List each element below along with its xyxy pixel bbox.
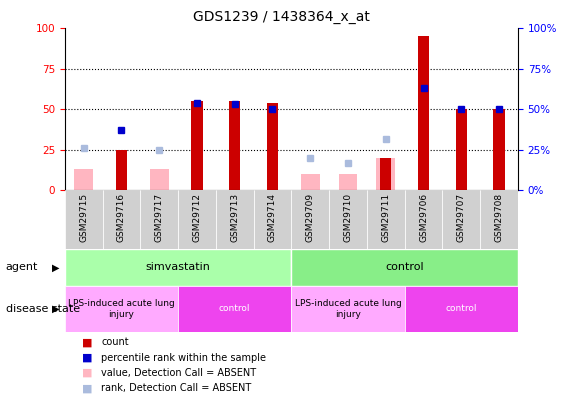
Text: disease state: disease state bbox=[6, 304, 80, 314]
Bar bbox=[455, 109, 467, 190]
Bar bbox=[150, 169, 168, 190]
Text: GSM29717: GSM29717 bbox=[155, 193, 164, 243]
Text: percentile rank within the sample: percentile rank within the sample bbox=[101, 353, 266, 362]
Bar bbox=[102, 190, 140, 249]
Text: ■: ■ bbox=[82, 337, 92, 347]
Text: GSM29709: GSM29709 bbox=[306, 193, 315, 243]
Text: ■: ■ bbox=[82, 368, 92, 378]
Bar bbox=[329, 190, 367, 249]
Bar bbox=[216, 190, 253, 249]
Bar bbox=[229, 101, 240, 190]
Bar bbox=[292, 190, 329, 249]
Text: rank, Detection Call = ABSENT: rank, Detection Call = ABSENT bbox=[101, 384, 252, 393]
Bar bbox=[376, 158, 395, 190]
Text: GSM29716: GSM29716 bbox=[117, 193, 126, 243]
Text: LPS-induced acute lung
injury: LPS-induced acute lung injury bbox=[68, 299, 175, 318]
Bar bbox=[405, 190, 443, 249]
Text: value, Detection Call = ABSENT: value, Detection Call = ABSENT bbox=[101, 368, 257, 378]
Bar bbox=[493, 109, 505, 190]
Text: count: count bbox=[101, 337, 129, 347]
Bar bbox=[140, 190, 178, 249]
Bar bbox=[480, 190, 518, 249]
Bar bbox=[116, 150, 127, 190]
Bar bbox=[380, 158, 391, 190]
Bar bbox=[65, 249, 292, 286]
Text: GSM29715: GSM29715 bbox=[79, 193, 88, 243]
Text: ▶: ▶ bbox=[52, 304, 59, 314]
Bar bbox=[74, 169, 93, 190]
Text: control: control bbox=[219, 304, 251, 313]
Text: GSM29711: GSM29711 bbox=[381, 193, 390, 243]
Text: GSM29712: GSM29712 bbox=[193, 193, 202, 242]
Bar bbox=[253, 190, 292, 249]
Bar bbox=[292, 249, 518, 286]
Text: GSM29707: GSM29707 bbox=[457, 193, 466, 243]
Bar bbox=[443, 190, 480, 249]
Text: simvastatin: simvastatin bbox=[146, 262, 211, 272]
Text: GSM29706: GSM29706 bbox=[419, 193, 428, 243]
Text: GSM29714: GSM29714 bbox=[268, 193, 277, 242]
Bar bbox=[301, 174, 320, 190]
Bar bbox=[191, 101, 203, 190]
Bar bbox=[292, 286, 405, 332]
Text: GSM29710: GSM29710 bbox=[343, 193, 352, 243]
Text: agent: agent bbox=[6, 262, 38, 272]
Bar bbox=[267, 103, 278, 190]
Bar bbox=[338, 174, 358, 190]
Bar bbox=[65, 286, 178, 332]
Text: control: control bbox=[445, 304, 477, 313]
Text: GSM29713: GSM29713 bbox=[230, 193, 239, 243]
Bar bbox=[178, 190, 216, 249]
Text: LPS-induced acute lung
injury: LPS-induced acute lung injury bbox=[294, 299, 401, 318]
Text: control: control bbox=[385, 262, 424, 272]
Text: GDS1239 / 1438364_x_at: GDS1239 / 1438364_x_at bbox=[193, 10, 370, 24]
Text: ■: ■ bbox=[82, 353, 92, 362]
Text: GSM29708: GSM29708 bbox=[494, 193, 503, 243]
Text: ■: ■ bbox=[82, 384, 92, 393]
Bar bbox=[405, 286, 518, 332]
Bar bbox=[65, 190, 102, 249]
Bar bbox=[178, 286, 292, 332]
Text: ▶: ▶ bbox=[52, 262, 59, 272]
Bar bbox=[367, 190, 405, 249]
Bar bbox=[418, 36, 429, 190]
